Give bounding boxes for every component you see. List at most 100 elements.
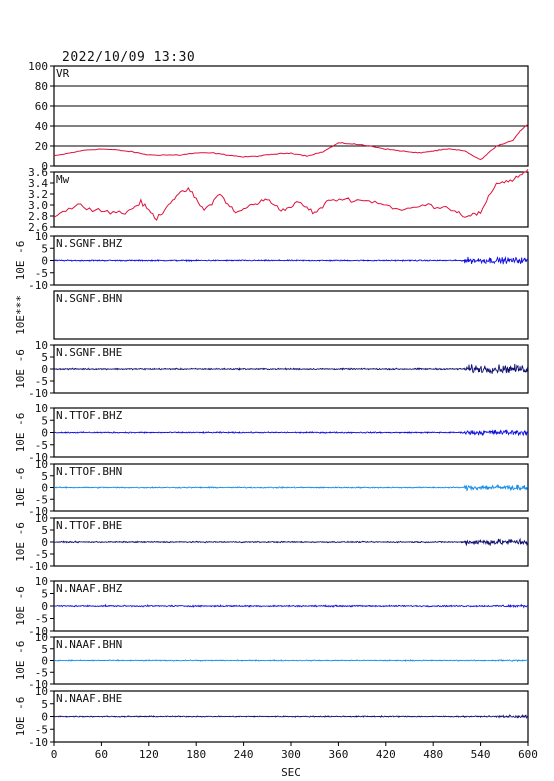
y-tick-label: 0	[41, 711, 48, 724]
y-tick-label: 0	[41, 363, 48, 376]
panel-label: N.NAAF.BHN	[56, 638, 122, 651]
x-tick-label: 60	[95, 748, 108, 761]
panel-label: N.TTOF.BHN	[56, 465, 122, 478]
waveform-trace	[53, 484, 529, 492]
y-tick-label: 0	[41, 600, 48, 613]
y-tick-label: -5	[35, 666, 48, 679]
panel-frame	[53, 65, 529, 167]
x-tick-label: 420	[376, 748, 396, 761]
y-tick-label: -10	[28, 736, 48, 749]
y-tick-label: 60	[35, 100, 48, 113]
y-axis-label: 10E -6	[14, 697, 27, 737]
series-line-mw	[53, 169, 529, 221]
panel-label: N.NAAF.BHZ	[56, 582, 123, 595]
x-tick-label: 480	[423, 748, 443, 761]
y-tick-label: 3.6	[28, 166, 48, 179]
y-tick-label: -5	[35, 723, 48, 736]
y-tick-label: 5	[41, 351, 48, 364]
y-tick-label: -10	[28, 678, 48, 691]
waveform-trace	[53, 603, 529, 609]
series-line-vr	[53, 123, 529, 161]
x-tick-label: 600	[518, 748, 538, 761]
y-axis-label: 10E***	[14, 295, 27, 335]
y-tick-label: 10	[35, 631, 48, 644]
panel-label: Mw	[56, 173, 70, 186]
y-tick-label: 0	[41, 255, 48, 268]
x-tick-label: 540	[471, 748, 491, 761]
y-axis-label: 10E -6	[14, 641, 27, 681]
panel-label: VR	[56, 67, 70, 80]
y-tick-label: 0	[41, 160, 48, 173]
panel-label: N.TTOF.BHZ	[56, 409, 123, 422]
y-tick-label: -5	[35, 613, 48, 626]
y-tick-label: -5	[35, 375, 48, 388]
y-tick-label: -10	[28, 505, 48, 518]
y-tick-label: -10	[28, 560, 48, 573]
panel-vr: VR 100 80 60 40 20 0	[28, 60, 529, 173]
y-axis-label: 10E -6	[14, 413, 27, 453]
y-tick-label: 100	[28, 60, 48, 73]
y-tick-label: 5	[41, 698, 48, 711]
plot-datetime: 2022/10/09 13:30	[62, 50, 196, 65]
y-tick-label: -5	[35, 493, 48, 506]
y-tick-label: 10	[35, 230, 48, 243]
y-axis-label: 10E -6	[14, 349, 27, 389]
y-tick-label: 40	[35, 120, 48, 133]
y-axis-label: 10E -6	[14, 241, 27, 281]
x-tick-label: 300	[281, 748, 301, 761]
panel-label: N.SGNF.BHE	[56, 346, 122, 359]
panel-frame	[53, 290, 529, 340]
y-tick-label: -10	[28, 451, 48, 464]
waveform-trace	[53, 713, 529, 719]
y-tick-label: 2.6	[28, 221, 48, 234]
y-tick-label: 10	[35, 575, 48, 588]
panel-label: N.NAAF.BHE	[56, 692, 122, 705]
y-tick-label: 80	[35, 80, 48, 93]
y-tick-label: -10	[28, 625, 48, 638]
y-tick-label: -5	[35, 439, 48, 452]
x-tick-label: 120	[139, 748, 159, 761]
y-tick-label: 2.8	[28, 210, 48, 223]
panel-label: N.TTOF.BHE	[56, 519, 122, 532]
y-tick-label: -5	[35, 548, 48, 561]
y-tick-label: 10	[35, 402, 48, 415]
y-tick-label: 10	[35, 339, 48, 352]
y-tick-label: 10	[35, 512, 48, 525]
x-axis-label: SEC	[281, 766, 301, 779]
y-tick-label: 5	[41, 588, 48, 601]
y-axis-label: 10E -6	[14, 586, 27, 626]
y-tick-label: 10	[35, 685, 48, 698]
y-tick-label: 5	[41, 470, 48, 483]
y-tick-label: 5	[41, 242, 48, 255]
panel-mw: Mw 3.63.43.23.02.82.6	[28, 166, 529, 234]
y-axis-label: 10E -6	[14, 522, 27, 562]
y-tick-label: 10	[35, 458, 48, 471]
x-axis: 0 60 120 180 240 300 360 420 480 540 600 SEC	[51, 742, 538, 779]
y-tick-label: 3.4	[28, 177, 48, 190]
y-tick-label: 5	[41, 524, 48, 537]
panel-n-sgnf-bhn: N.SGNF.BHN 10E***	[14, 290, 529, 340]
panel-frame	[53, 171, 529, 228]
waveform-trace	[53, 255, 529, 265]
y-tick-label: -10	[28, 387, 48, 400]
y-tick-label: 0	[41, 427, 48, 440]
y-tick-label: 0	[41, 482, 48, 495]
x-tick-label: 180	[186, 748, 206, 761]
panel-label: N.SGNF.BHN	[56, 292, 122, 305]
y-tick-label: 20	[35, 140, 48, 153]
y-tick-label: 0	[41, 655, 48, 668]
y-tick-label: 3.0	[28, 199, 48, 212]
y-tick-label: -5	[35, 267, 48, 280]
waveform-trace	[53, 429, 529, 437]
y-axis-label: 10E -6	[14, 468, 27, 508]
y-tick-label: 5	[41, 643, 48, 656]
panel-label: N.SGNF.BHZ	[56, 237, 123, 250]
x-tick-label: 0	[51, 748, 58, 761]
